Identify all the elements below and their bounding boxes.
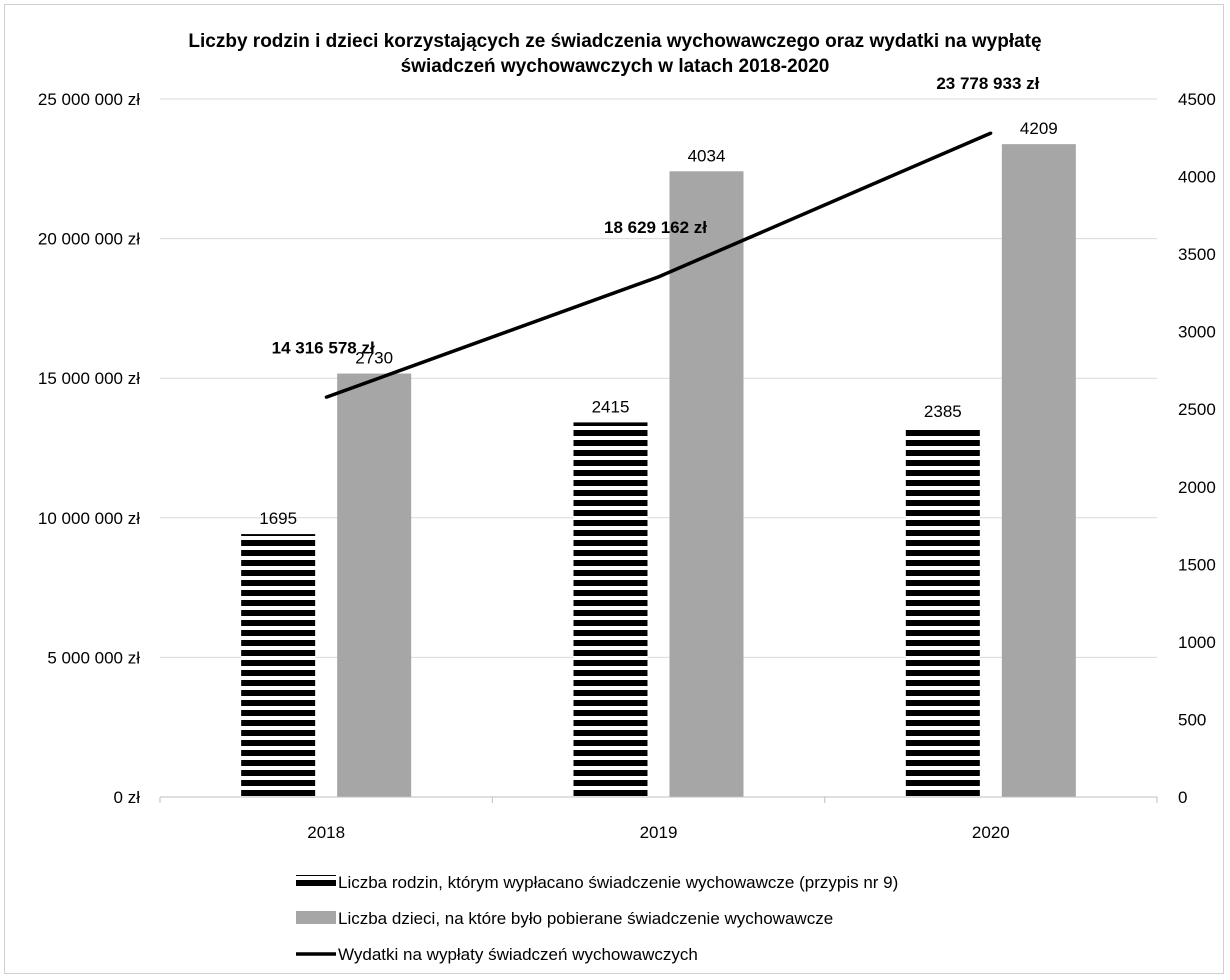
y-right-tick-label: 1000 xyxy=(1178,633,1216,652)
bar xyxy=(241,534,316,797)
x-tick-label: 2020 xyxy=(972,823,1010,842)
y-right-tick-label: 4000 xyxy=(1178,168,1216,187)
line-value-label: 18 629 162 zł xyxy=(604,218,707,237)
y-right-tick-label: 3000 xyxy=(1178,323,1216,342)
chart-title-line-2: świadczeń wychowawczych w latach 2018-20… xyxy=(401,56,830,77)
chart-title-line-1: Liczby rodzin i dzieci korzystających ze… xyxy=(188,31,1041,52)
expense-line xyxy=(324,131,993,399)
bar xyxy=(1001,144,1076,797)
legend-label: Wydatki na wypłaty świadczeń wychowawczy… xyxy=(338,945,698,964)
bar-value-label: 4209 xyxy=(1020,119,1058,138)
bar-value-label: 1695 xyxy=(259,509,297,528)
axes: 0 zł 5 000 000 zł 10 000 000 zł 15 000 000 … xyxy=(38,90,1216,842)
bars xyxy=(241,144,1076,797)
legend: Liczba rodzin, którym wypłacano świadcze… xyxy=(296,873,898,964)
y-left-tick-label: 5 000 000 zł xyxy=(47,648,140,667)
legend-swatch-bar xyxy=(296,875,336,888)
y-left-tick-label: 20 000 000 zł xyxy=(38,230,140,249)
legend-label: Liczba dzieci, na które było pobierane ś… xyxy=(338,909,833,928)
bar-value-label: 4034 xyxy=(688,146,726,165)
bar-value-label: 2415 xyxy=(592,397,630,416)
line-value-label: 23 778 933 zł xyxy=(936,74,1039,93)
y-right-tick-label: 2500 xyxy=(1178,400,1216,419)
bar xyxy=(337,373,412,797)
bar xyxy=(905,427,980,797)
bar-value-label: 2385 xyxy=(924,402,962,421)
legend-swatch-bar xyxy=(296,911,336,924)
gridlines xyxy=(160,98,1157,658)
legend-label: Liczba rodzin, którym wypłacano świadcze… xyxy=(338,873,898,892)
y-right-tick-label: 4500 xyxy=(1178,90,1216,109)
bar xyxy=(669,171,744,797)
y-right-tick-label: 1500 xyxy=(1178,555,1216,574)
y-left-tick-label: 10 000 000 zł xyxy=(38,509,140,528)
y-left-tick-label: 15 000 000 zł xyxy=(38,369,140,388)
y-left-tick-label: 25 000 000 zł xyxy=(38,90,140,109)
line-point xyxy=(989,131,993,135)
y-right-tick-label: 3500 xyxy=(1178,245,1216,264)
line-value-label: 14 316 578 zł xyxy=(272,338,375,357)
y-right-tick-label: 500 xyxy=(1178,710,1206,729)
x-tick-label: 2018 xyxy=(307,823,345,842)
bar-value-label: 2730 xyxy=(355,349,393,368)
y-right-tick-label: 0 xyxy=(1178,788,1187,807)
x-tick-label: 2019 xyxy=(640,823,678,842)
y-left-tick-label: 0 zł xyxy=(114,788,141,807)
line-point xyxy=(324,395,328,399)
y-right-tick-label: 2000 xyxy=(1178,478,1216,497)
line-point xyxy=(657,275,660,279)
data-labels: 1695 2730 2415 4034 2385 4209 14 316 578 zł 18 … xyxy=(259,74,1057,528)
expense-line-path xyxy=(325,131,992,399)
bar xyxy=(573,422,648,797)
